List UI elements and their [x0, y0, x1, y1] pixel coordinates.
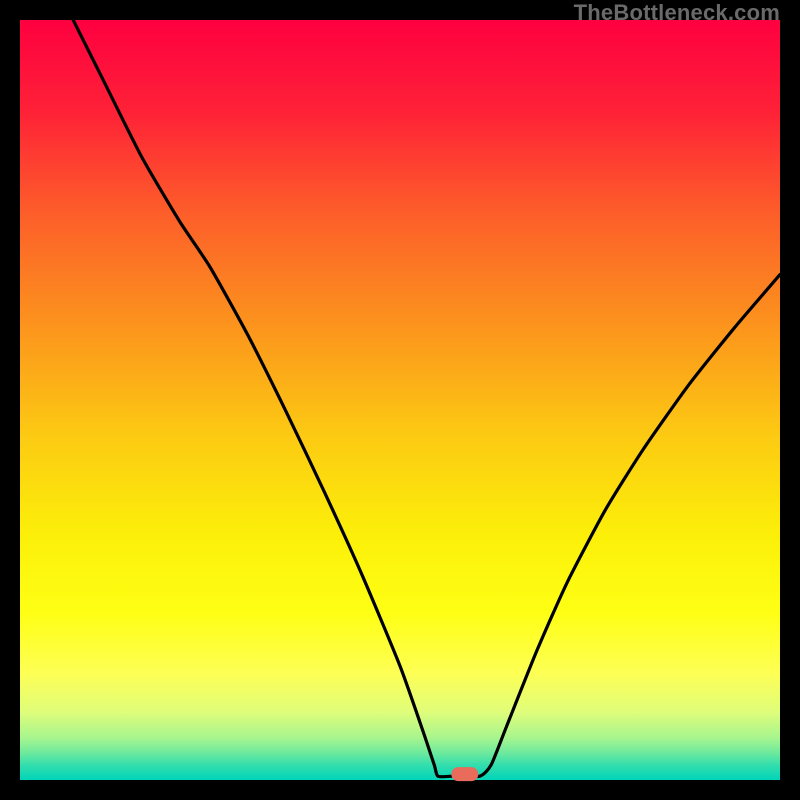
plot-area	[20, 20, 780, 780]
bottleneck-curve	[20, 20, 780, 780]
chart-container: TheBottleneck.com	[0, 0, 800, 800]
optimum-marker	[451, 767, 478, 781]
